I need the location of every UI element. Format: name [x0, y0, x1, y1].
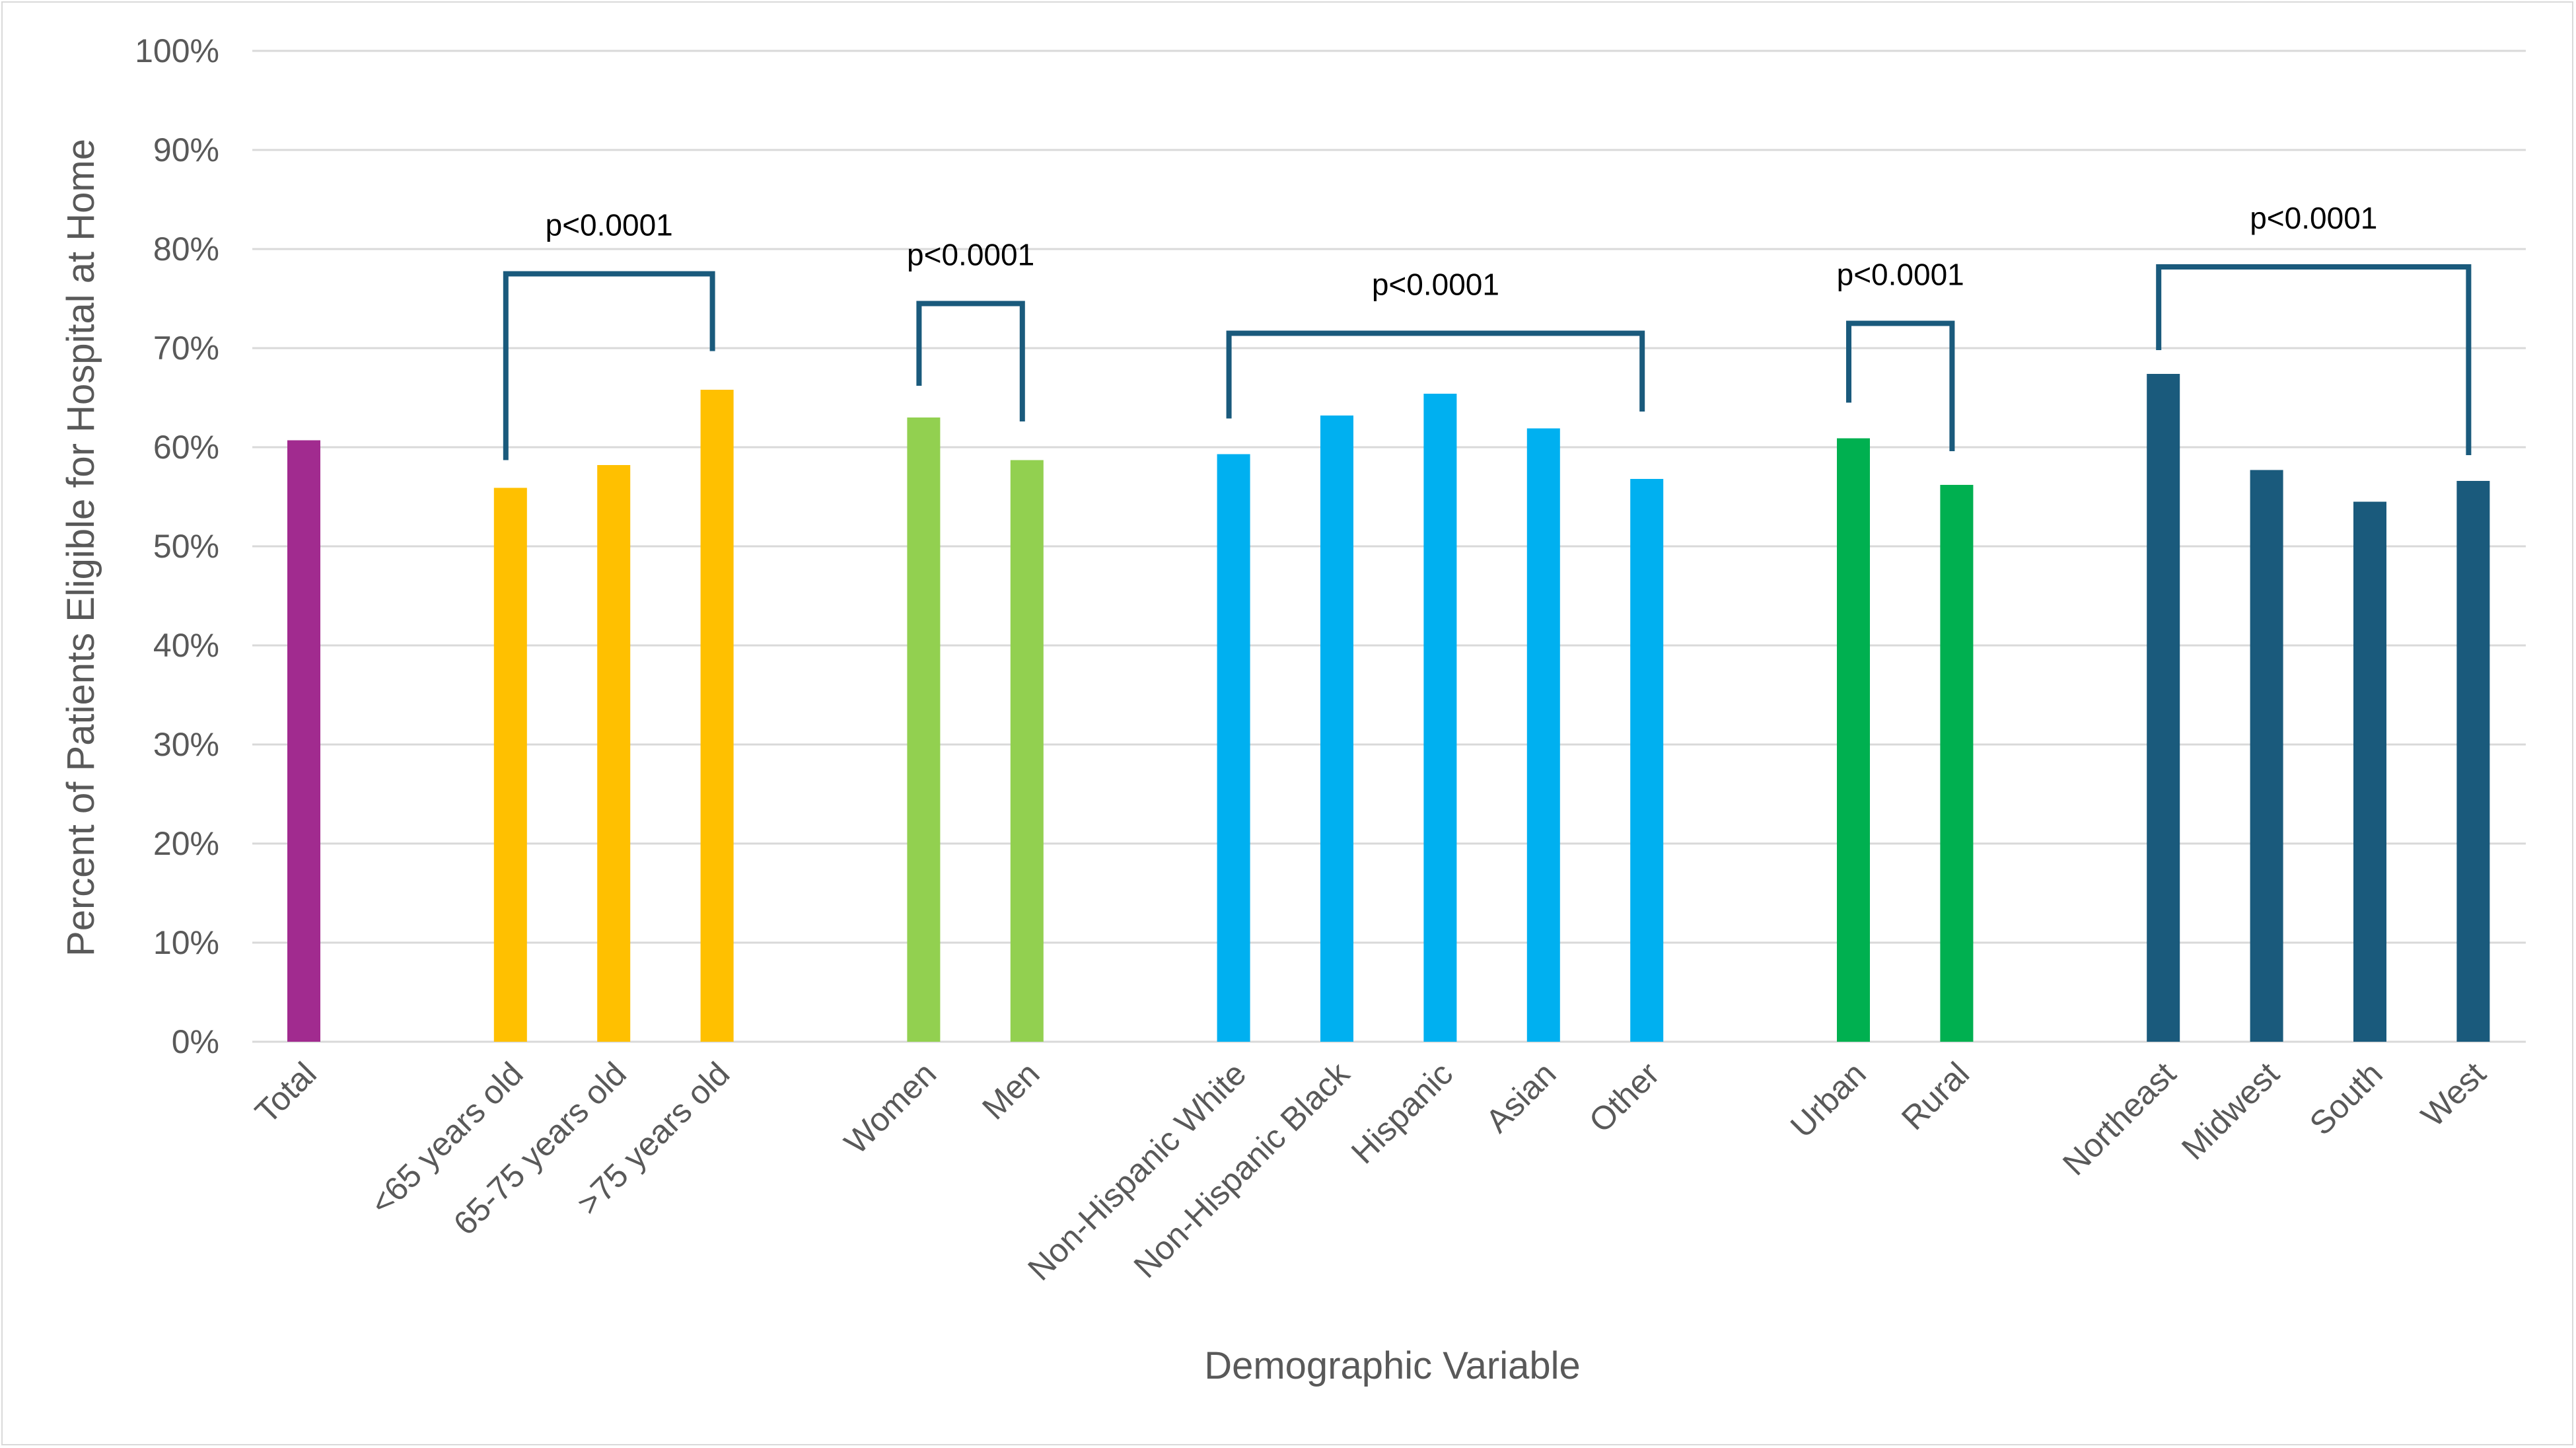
bar-women	[907, 417, 941, 1042]
bar-65-years-old	[493, 488, 527, 1042]
bar-northeast	[2147, 374, 2180, 1042]
p-value-label: p<0.0001	[1372, 268, 1499, 302]
bar-asian	[1526, 428, 1560, 1042]
x-category-label: Total	[248, 1055, 323, 1130]
bars	[287, 374, 2490, 1042]
x-category-label: Other	[1582, 1055, 1666, 1140]
bar-midwest	[2250, 470, 2283, 1042]
significance-bracket	[1846, 320, 1955, 451]
bar-65-75-years-old	[597, 465, 631, 1042]
bar-other	[1630, 479, 1664, 1042]
bar-rural	[1940, 485, 1974, 1042]
y-tick-label: 20%	[153, 825, 219, 862]
bar-south	[2353, 501, 2386, 1042]
bar-west	[2456, 481, 2490, 1042]
significance-annotations: p<0.0001 p<0.0001 p<0.0001 p<0.0001 p<0.0001	[503, 201, 2472, 460]
bar-total	[287, 440, 320, 1042]
bar-urban	[1837, 438, 1870, 1042]
y-tick-label: 80%	[153, 231, 219, 268]
x-category-label: West	[2414, 1055, 2493, 1134]
x-category-label: Midwest	[2174, 1055, 2286, 1167]
y-axis-ticks: 0% 10% 20% 30% 40% 50% 60% 70% 80% 90% 100%	[135, 32, 219, 1060]
bar-hispanic	[1423, 394, 1457, 1042]
x-category-label: Hispanic	[1344, 1055, 1460, 1171]
bar-75-years-old	[700, 390, 734, 1042]
significance-bracket	[2156, 264, 2472, 455]
y-tick-label: 70%	[153, 330, 219, 367]
y-tick-label: 50%	[153, 528, 219, 565]
x-category-label: Rural	[1894, 1055, 1976, 1137]
x-category-label: Urban	[1783, 1055, 1873, 1145]
y-tick-label: 60%	[153, 429, 219, 466]
x-category-label: Northeast	[2056, 1055, 2183, 1182]
p-value-label: p<0.0001	[546, 208, 673, 242]
y-tick-label: 90%	[153, 131, 219, 168]
x-category-label: Asian	[1479, 1055, 1563, 1140]
x-category-label: 65-75 years old	[447, 1055, 633, 1242]
significance-bracket	[1226, 330, 1645, 419]
significance-bracket	[503, 271, 715, 460]
x-axis-title: Demographic Variable	[1204, 1344, 1581, 1387]
gridlines	[252, 50, 2526, 1043]
bar-non-hispanic-white	[1217, 454, 1250, 1042]
y-tick-label: 0%	[172, 1023, 219, 1060]
bar-men	[1010, 460, 1044, 1042]
y-tick-label: 30%	[153, 726, 219, 763]
bar-chart: 0% 10% 20% 30% 40% 50% 60% 70% 80% 90% 100% Total <…	[59, 32, 2526, 1387]
y-tick-label: 10%	[153, 924, 219, 961]
x-category-label: South	[2303, 1055, 2390, 1142]
p-value-label: p<0.0001	[1837, 258, 1964, 292]
p-value-label: p<0.0001	[2250, 201, 2377, 235]
y-axis-title: Percent of Patients Eligible for Hospita…	[59, 139, 102, 957]
y-tick-label: 100%	[135, 32, 219, 69]
significance-bracket	[916, 301, 1025, 421]
p-value-label: p<0.0001	[907, 238, 1034, 272]
y-tick-label: 40%	[153, 627, 219, 664]
x-category-label: Women	[837, 1055, 943, 1161]
x-category-label: Men	[975, 1055, 1046, 1126]
bar-non-hispanic-black	[1320, 416, 1353, 1042]
